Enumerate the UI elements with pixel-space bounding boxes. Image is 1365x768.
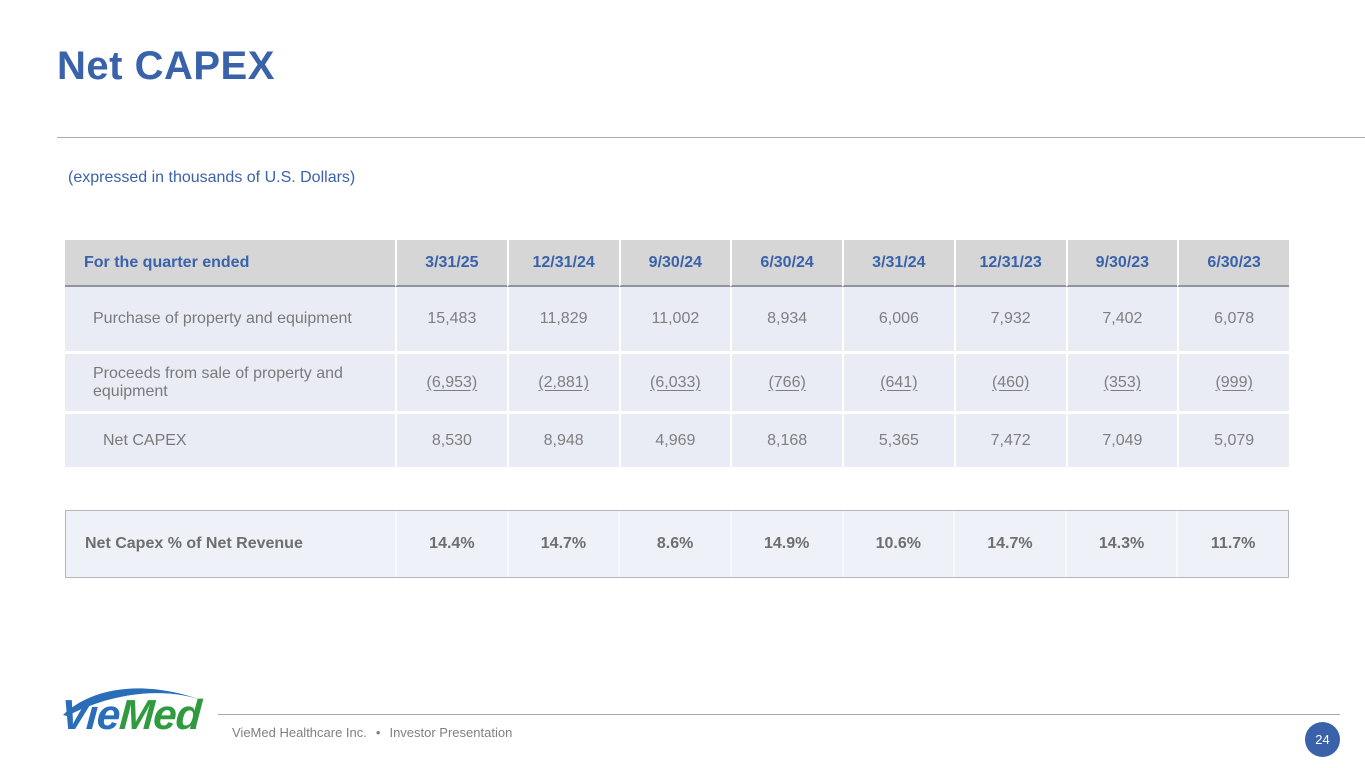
table-cell: 7,049 (1065, 411, 1178, 467)
footer-divider (218, 714, 1340, 715)
net-capex-percent-table: Net Capex % of Net Revenue 14.4% 14.7% 8… (65, 510, 1289, 578)
page-number: 24 (1315, 732, 1330, 747)
net-capex-table: For the quarter ended 3/31/25 12/31/24 9… (65, 240, 1289, 467)
table-cell: (766) (730, 351, 842, 411)
column-header: 12/31/23 (953, 240, 1066, 287)
table-cell: 14.9% (729, 511, 842, 577)
table-cell: 6,078 (1177, 287, 1289, 351)
row-label: Net CAPEX (65, 411, 395, 467)
row-label: Purchase of property and equipment (65, 287, 395, 351)
viemed-logo: VieMed (55, 682, 215, 748)
table-cell: 14.7% (506, 511, 619, 577)
row-label: Net Capex % of Net Revenue (66, 511, 396, 577)
column-header: 9/30/24 (618, 240, 731, 287)
table-cell: 8,530 (395, 411, 507, 467)
table-cell: (641) (842, 351, 954, 411)
logo-swoosh-icon (63, 688, 207, 716)
table-cell: 8,948 (506, 411, 619, 467)
table-cell: 6,006 (842, 287, 954, 351)
row-label: Proceeds from sale of property and equip… (65, 351, 395, 411)
page-number-badge: 24 (1305, 722, 1340, 757)
table-cell: (6,033) (618, 351, 731, 411)
table-row: Net CAPEX 8,530 8,948 4,969 8,168 5,365 … (65, 411, 1289, 467)
table-cell: 10.6% (841, 511, 954, 577)
column-header: 9/30/23 (1065, 240, 1178, 287)
table-cell: 11,002 (618, 287, 731, 351)
table-cell: 14.4% (395, 511, 507, 577)
footer-caption: VieMed Healthcare Inc. • Investor Presenta… (232, 725, 512, 740)
table-cell: (460) (953, 351, 1066, 411)
column-header: 3/31/25 (395, 240, 507, 287)
table-cell: (2,881) (506, 351, 619, 411)
logo-med-text: Med (117, 691, 203, 738)
page-title: Net CAPEX (57, 44, 275, 88)
logo-wordmark: VieMed (59, 691, 203, 738)
table-cell: 11,829 (506, 287, 619, 351)
column-header: For the quarter ended (65, 240, 395, 287)
table-header-row: For the quarter ended 3/31/25 12/31/24 9… (65, 240, 1289, 287)
table-cell: 7,402 (1065, 287, 1178, 351)
table-cell: 8,934 (730, 287, 842, 351)
column-header: 6/30/24 (730, 240, 842, 287)
table-row: Purchase of property and equipment 15,48… (65, 287, 1289, 351)
table-cell: 5,079 (1177, 411, 1289, 467)
table-row: Proceeds from sale of property and equip… (65, 351, 1289, 411)
footer-bullet: • (375, 725, 381, 740)
table-cell: 7,932 (953, 287, 1066, 351)
table-cell: 15,483 (395, 287, 507, 351)
column-header: 12/31/24 (506, 240, 619, 287)
title-divider (57, 137, 1365, 138)
footer-company: VieMed Healthcare Inc. (232, 725, 367, 740)
table-cell: 8,168 (730, 411, 842, 467)
table-cell: (6,953) (395, 351, 507, 411)
table-cell: 5,365 (842, 411, 954, 467)
table-cell: 8.6% (618, 511, 730, 577)
logo-vie-text: Vie (59, 691, 122, 738)
table-cell: 4,969 (618, 411, 731, 467)
column-header: 6/30/23 (1177, 240, 1289, 287)
table-cell: (999) (1177, 351, 1289, 411)
footer-presentation: Investor Presentation (389, 725, 513, 740)
table-cell: 14.7% (953, 511, 1065, 577)
column-header: 3/31/24 (842, 240, 954, 287)
table-cell: (353) (1065, 351, 1178, 411)
summary-row: Net Capex % of Net Revenue 14.4% 14.7% 8… (66, 511, 1288, 577)
table-cell: 7,472 (953, 411, 1066, 467)
table-cell: 14.3% (1064, 511, 1177, 577)
table-cell: 11.7% (1176, 511, 1288, 577)
units-note: (expressed in thousands of U.S. Dollars) (68, 169, 356, 186)
